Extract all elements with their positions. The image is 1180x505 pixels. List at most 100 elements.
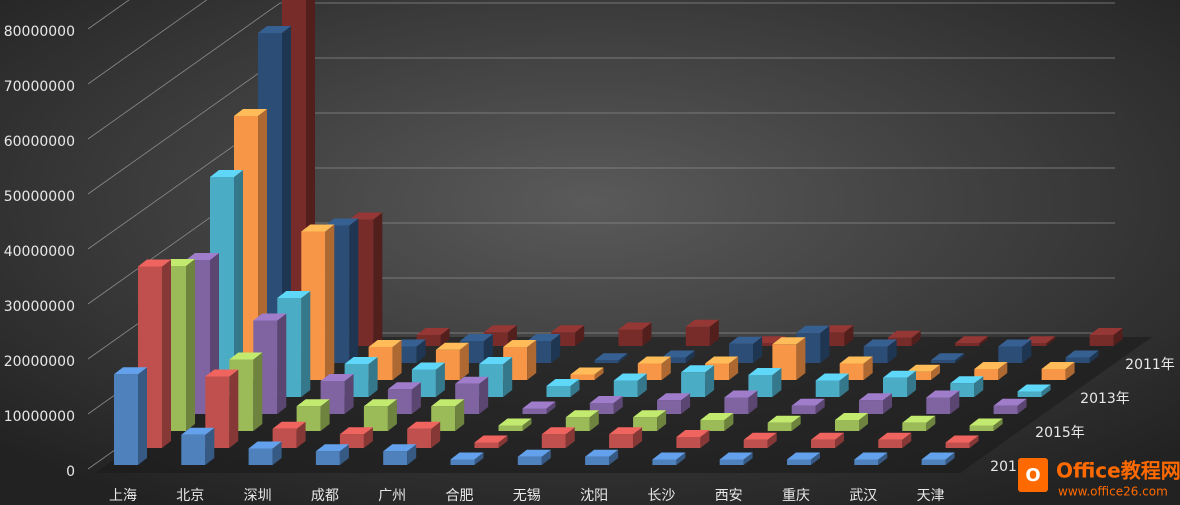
bar-side [339, 444, 349, 465]
bar-front [926, 397, 951, 414]
bar [700, 413, 734, 431]
bar-side [676, 452, 686, 465]
bar [589, 396, 623, 414]
bar-side [931, 364, 940, 380]
bar-top [253, 313, 287, 321]
bar-side [685, 350, 695, 363]
bar-front [517, 456, 542, 465]
bar [138, 259, 171, 448]
bar [1017, 384, 1051, 397]
bar [585, 449, 619, 465]
x-tick-label: 上海 [109, 488, 137, 504]
bar-top [450, 452, 484, 460]
bar-top [585, 449, 619, 457]
bar-top [1065, 350, 1099, 358]
bar-side [633, 427, 643, 448]
bar-front [700, 420, 725, 431]
bar-top [907, 364, 940, 372]
bar-front [969, 425, 994, 431]
bar-top [459, 334, 493, 341]
bar-side [589, 410, 599, 431]
y-tick-label: 60000000 [4, 134, 75, 150]
bar-front [416, 335, 441, 346]
bar [455, 376, 489, 414]
bar-side [791, 415, 801, 431]
bar [926, 390, 960, 414]
bar-side [657, 410, 667, 431]
bar-side [282, 26, 291, 363]
bar-top [681, 365, 715, 373]
bar [724, 390, 758, 414]
bar-top [138, 259, 171, 267]
bar-side [705, 365, 715, 397]
bar-front [883, 377, 907, 397]
bar-side [320, 399, 330, 431]
bar-top [969, 418, 1003, 426]
x-tick-label: 沈阳 [580, 488, 608, 504]
bar-front [363, 406, 388, 431]
bar-top [565, 410, 599, 418]
bar-top [517, 449, 551, 457]
bar-top [613, 373, 647, 381]
bar-front [613, 380, 638, 397]
watermark-title: Office教程网 [1056, 459, 1180, 483]
bar-side [709, 319, 719, 346]
bar-top [407, 421, 441, 429]
bar-front [787, 459, 811, 465]
bar-side [883, 393, 892, 414]
bar [517, 449, 551, 465]
bar-top [344, 357, 378, 364]
bar-front [407, 428, 432, 448]
bar [815, 373, 849, 397]
bar-front [1089, 335, 1114, 346]
bar-side [609, 449, 619, 465]
bar-top [339, 427, 373, 435]
bar-top [320, 374, 354, 381]
bar [114, 367, 147, 465]
bar [1089, 328, 1123, 346]
bar-side [796, 337, 806, 380]
bar-side [363, 427, 373, 448]
bar-top [815, 373, 849, 381]
y-tick-label: 70000000 [4, 79, 75, 95]
bar-top [594, 353, 628, 361]
bar-side [878, 452, 888, 465]
bar-side [979, 336, 988, 346]
bar-top [325, 218, 359, 226]
bar [1041, 362, 1075, 380]
bar-top [455, 376, 489, 384]
bar-top [998, 339, 1032, 347]
bar-top [479, 357, 513, 364]
bar-top [724, 390, 758, 398]
bar-top [205, 369, 239, 377]
bar-top [772, 337, 806, 345]
bar [945, 435, 979, 448]
bar [902, 415, 936, 431]
bar-side [811, 452, 820, 465]
bar [681, 365, 715, 397]
bar-top [618, 322, 652, 330]
bar [296, 399, 330, 431]
bar-side [859, 413, 868, 431]
bar-top [811, 432, 844, 440]
bar-side [998, 362, 1008, 380]
bar-side [1022, 339, 1032, 363]
bar [969, 418, 1003, 431]
bar [498, 418, 532, 431]
bar-front [498, 425, 523, 431]
bar-front [931, 360, 955, 363]
bar-top [383, 444, 417, 452]
x-tick-label: 合肥 [446, 488, 474, 504]
bar-side [753, 336, 763, 363]
bar [407, 421, 441, 448]
bar [811, 432, 844, 448]
bar-top [767, 415, 801, 423]
bar-front [609, 434, 634, 448]
bar-side [907, 370, 916, 397]
bar-side [234, 170, 243, 397]
bar [878, 432, 912, 448]
y-tick-label: 80000000 [4, 24, 75, 40]
bar-side [594, 367, 604, 380]
watermark-url: www.office26.com [1058, 485, 1168, 499]
bar-top [181, 427, 215, 435]
